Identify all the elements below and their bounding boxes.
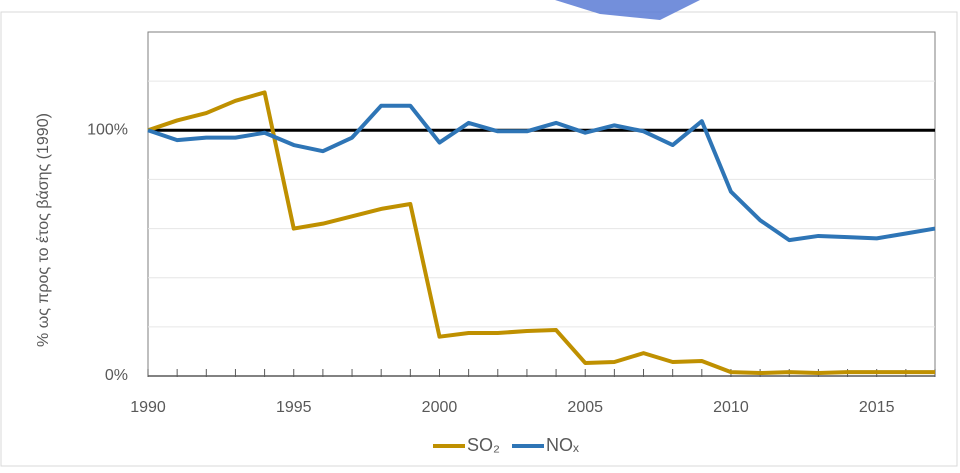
series-line	[147, 90, 935, 376]
series-line	[147, 103, 936, 243]
x-tick-label: 2000	[422, 399, 458, 416]
y-axis-label: % ως προς το έτος βάσης (1990)	[35, 113, 52, 347]
x-tick-label: 2005	[567, 399, 603, 416]
y-tick-label: 100%	[87, 122, 128, 139]
chart-frame	[0, 11, 958, 467]
x-tick-label: 1990	[130, 399, 166, 416]
decoration	[555, 0, 700, 20]
legend-label: NOₓ	[546, 435, 579, 455]
plot-area	[147, 31, 936, 377]
x-tick-label: 2015	[859, 399, 895, 416]
y-tick-label: 0%	[105, 367, 128, 384]
x-tick-label: 1995	[276, 399, 312, 416]
x-tick-label: 2010	[713, 399, 749, 416]
legend-label: SO₂	[467, 435, 500, 455]
